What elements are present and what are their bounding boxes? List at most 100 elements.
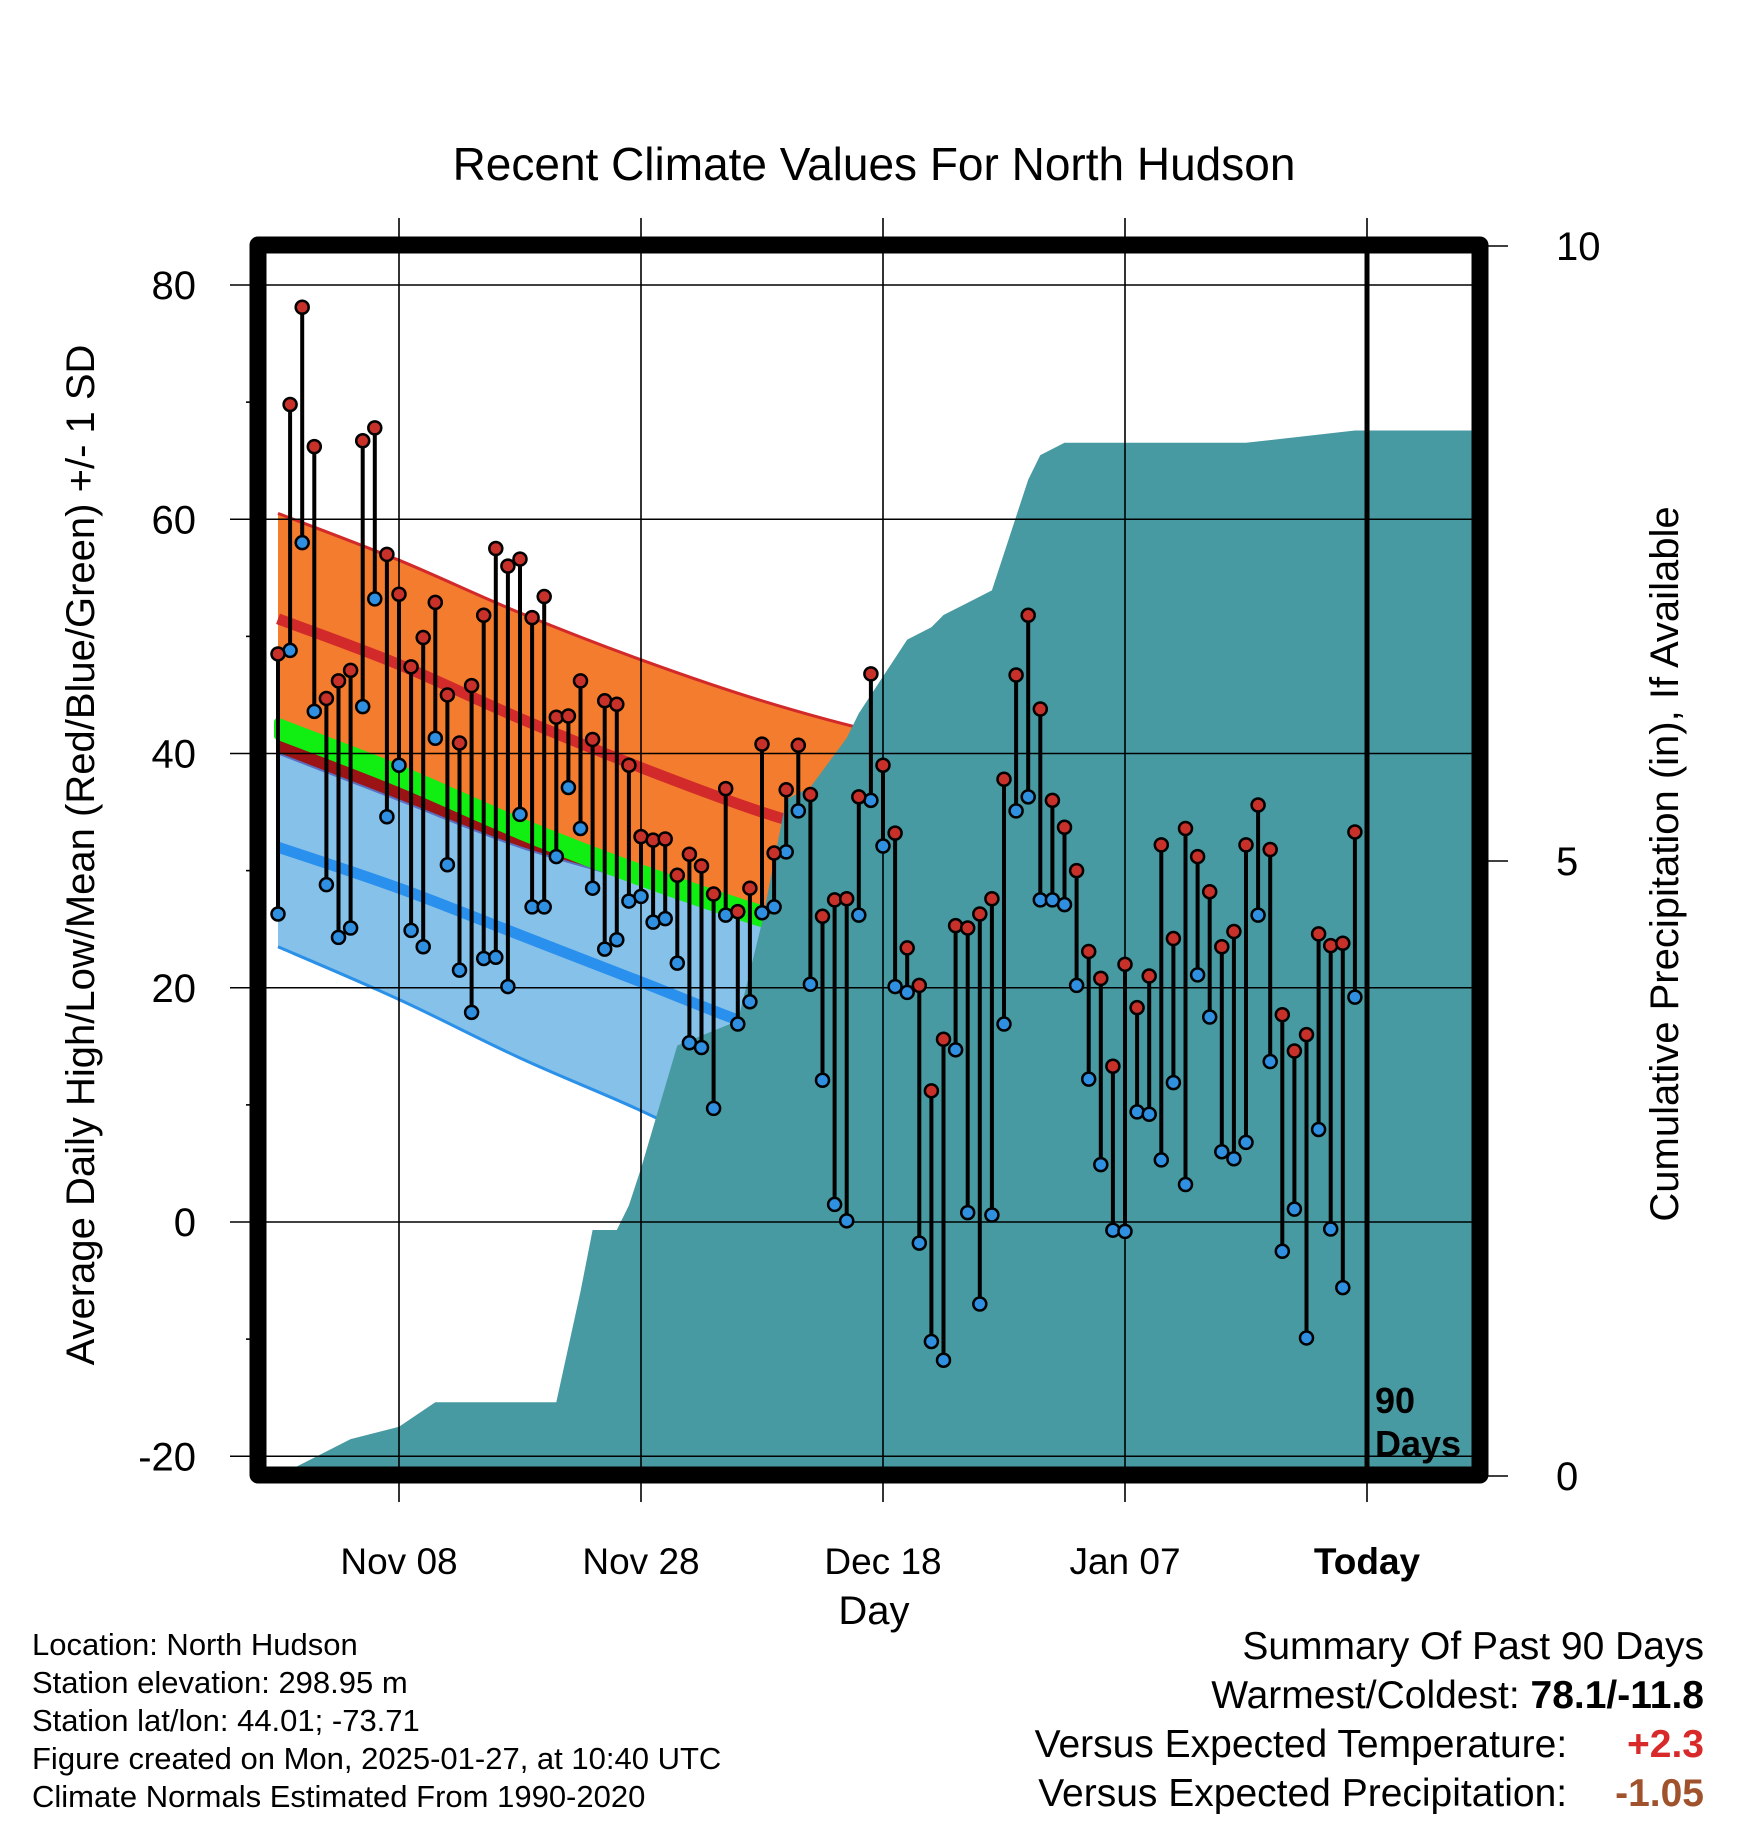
- summary-temp: Versus Expected Temperature: +2.3: [1035, 1720, 1704, 1769]
- high-point: [427, 594, 444, 611]
- high-point: [621, 757, 637, 773]
- low-point: [657, 910, 673, 927]
- low-point: [1068, 977, 1085, 994]
- temp-label: Versus Expected Temperature:: [1034, 1723, 1568, 1766]
- low-point: [451, 962, 468, 978]
- high-point: [1105, 1058, 1121, 1074]
- x-tick-label: Today: [1314, 1541, 1421, 1582]
- high-point: [379, 546, 395, 563]
- high-point: [294, 299, 310, 316]
- high-point: [730, 903, 746, 920]
- low-point: [403, 922, 419, 939]
- low-point: [270, 906, 286, 922]
- summary-precip: Versus Expected Precipitation: -1.05: [1035, 1769, 1704, 1818]
- y-tick-label: 80: [152, 264, 197, 308]
- high-point: [536, 588, 552, 605]
- summary-warm-cold: Warmest/Coldest: 78.1/-11.8: [1035, 1671, 1704, 1720]
- low-point: [318, 876, 335, 893]
- high-point: [875, 757, 891, 773]
- y2-tick-label: 5: [1556, 840, 1578, 884]
- info-created: Figure created on Mon, 2025-01-27, at 10…: [32, 1741, 722, 1776]
- low-point: [705, 1100, 722, 1117]
- high-point: [766, 845, 782, 861]
- high-point: [1286, 1043, 1303, 1059]
- y2-tick-label: 0: [1556, 1455, 1578, 1499]
- low-point: [802, 976, 819, 992]
- high-point: [439, 687, 456, 703]
- high-point: [342, 662, 359, 679]
- low-point: [512, 806, 528, 823]
- info-location: Location: North Hudson: [32, 1627, 358, 1662]
- low-point: [1165, 1074, 1182, 1091]
- high-point: [584, 731, 601, 748]
- high-point: [306, 438, 323, 455]
- low-point: [633, 888, 649, 905]
- low-point: [972, 1296, 988, 1312]
- info-latlon: Station lat/lon: 44.01; -73.71: [32, 1703, 420, 1738]
- low-point: [1322, 1221, 1339, 1237]
- summary-panel: Summary Of Past 90 Days Warmest/Coldest:…: [1035, 1622, 1704, 1818]
- high-point: [1141, 968, 1157, 984]
- high-point: [693, 858, 710, 874]
- high-point: [1214, 939, 1230, 955]
- high-point: [1322, 937, 1339, 954]
- high-point: [838, 890, 855, 907]
- high-point: [1347, 824, 1363, 840]
- y-tick-label: 60: [152, 498, 197, 542]
- low-point: [391, 757, 407, 773]
- high-point: [754, 736, 770, 752]
- high-point: [1298, 1026, 1315, 1043]
- chart-title: Recent Climate Values For North Hudson: [453, 138, 1296, 190]
- high-point: [1153, 837, 1170, 853]
- low-point: [1189, 967, 1206, 983]
- low-point: [427, 730, 444, 747]
- high-point: [330, 673, 347, 689]
- high-point: [367, 420, 383, 436]
- high-point: [1238, 837, 1254, 853]
- high-point: [572, 673, 589, 689]
- x-tick-label: Dec 18: [824, 1541, 941, 1582]
- low-point: [742, 994, 758, 1010]
- high-point: [814, 908, 831, 925]
- low-point: [294, 534, 310, 551]
- low-point: [911, 1235, 928, 1251]
- info-elevation: Station elevation: 298.95 m: [32, 1665, 408, 1700]
- high-point: [887, 825, 903, 841]
- low-point: [766, 899, 782, 915]
- high-point: [1008, 667, 1024, 683]
- low-point: [1008, 803, 1024, 819]
- high-point: [463, 677, 480, 694]
- high-point: [681, 846, 698, 862]
- low-point: [463, 1004, 480, 1021]
- plot-frame: [249, 236, 1489, 1484]
- high-point: [984, 890, 1000, 907]
- low-point: [1177, 1176, 1194, 1193]
- window-label-line1: 90: [1375, 1380, 1415, 1421]
- high-point: [996, 771, 1012, 788]
- low-point: [984, 1207, 1000, 1223]
- high-point: [1093, 970, 1109, 987]
- high-point: [524, 609, 540, 626]
- low-point: [1238, 1134, 1254, 1151]
- high-point: [959, 920, 976, 936]
- high-point: [1177, 820, 1194, 837]
- high-point: [1335, 935, 1351, 951]
- high-point: [851, 789, 867, 805]
- high-point: [354, 433, 371, 449]
- station-info: Location: North Hudson Station elevation…: [32, 1626, 721, 1816]
- low-point: [814, 1072, 831, 1089]
- low-point: [596, 941, 613, 957]
- low-point: [354, 698, 371, 715]
- high-point: [391, 586, 407, 602]
- warm-cold-label: Warmest/Coldest:: [1211, 1674, 1520, 1717]
- high-point: [935, 1031, 952, 1048]
- high-point: [923, 1083, 940, 1099]
- low-point: [572, 820, 589, 837]
- high-point: [790, 737, 807, 754]
- low-point: [899, 984, 915, 1001]
- high-point: [1262, 841, 1278, 858]
- high-point: [609, 696, 625, 713]
- high-point: [1274, 1006, 1291, 1023]
- high-point: [415, 629, 431, 646]
- y2-axis-label: Cumulative Precipitation (in), If Availa…: [1643, 506, 1687, 1221]
